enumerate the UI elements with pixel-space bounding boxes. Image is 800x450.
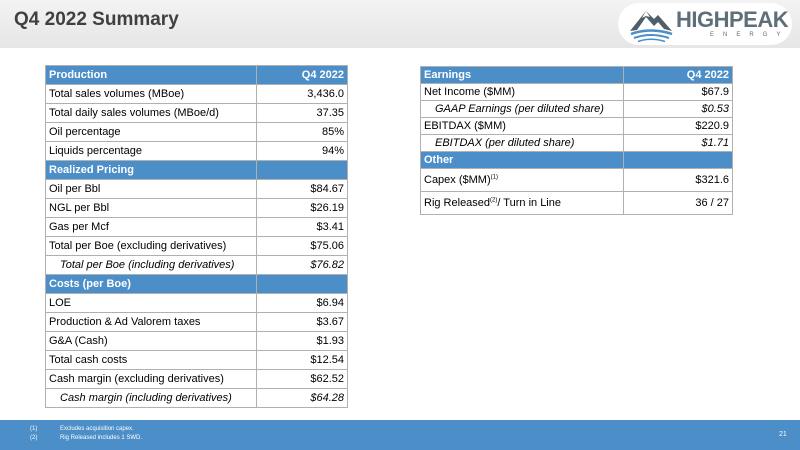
row-label: Net Income ($MM) [420,83,624,101]
table-row: Oil per Bbl $84.67 [45,179,348,199]
slide-header: Q4 2022 Summary HIGHPEAK ENERGY [0,0,800,48]
footnote-text: Rig Released includes 1 SWD. [60,435,143,441]
page-title: Q4 2022 Summary [14,9,179,30]
table-row: EBITDAX (per diluted share) $1.71 [420,134,733,152]
footnote-ref: (1) [490,174,498,181]
row-value: $0.53 [623,100,733,118]
table-row: G&A (Cash) $1.93 [45,331,348,351]
row-label: Total per Boe (including derivatives) [45,255,257,275]
table-row: EBITDAX ($MM) $220.9 [420,117,733,135]
row-label: Cash margin (including derivatives) [45,388,257,408]
other-header-row: Other [420,151,733,169]
logo-wordmark: HIGHPEAK [676,7,789,32]
row-label: Total sales volumes (MBoe) [45,84,257,104]
production-header-row: Production Q4 2022 [45,65,348,85]
row-label: Total cash costs [45,350,257,370]
earnings-header-label: Earnings [420,66,624,84]
table-row: Total per Boe (including derivatives) $76… [45,255,348,275]
table-row: LOE $6.94 [45,293,348,313]
table-row: Capex ($MM)(1) $321.6 [420,168,733,192]
footnote-number: (2) [30,435,38,441]
row-value: $64.28 [256,388,348,408]
header-blank-cell [623,151,733,169]
row-value: $76.82 [256,255,348,275]
row-label: Oil per Bbl [45,179,257,199]
earnings-summary-table: Earnings Q4 2022 Net Income ($MM) $67.9 G… [420,66,733,215]
row-value: $75.06 [256,236,348,256]
table-row: Liquids percentage 94% [45,141,348,161]
table-row: Cash margin (including derivatives) $64.2… [45,388,348,408]
header-blank-cell [256,274,348,294]
row-value: $6.94 [256,293,348,313]
slide-footer: (1) Excludes acquisition capex. (2) Rig Re… [0,420,800,450]
footnote-number: (1) [30,426,38,432]
table-row: Oil percentage 85% [45,122,348,142]
table-row: Gas per Mcf $3.41 [45,217,348,237]
row-label: Liquids percentage [45,141,257,161]
company-logo: HIGHPEAK ENERGY [618,3,792,45]
row-value: $84.67 [256,179,348,199]
row-label: GAAP Earnings (per diluted share) [420,100,624,118]
row-value: $1.71 [623,134,733,152]
footnote-ref: (2) [490,197,498,204]
mountain-logo-icon [630,11,673,43]
footnote: (1) Excludes acquisition capex. [30,426,134,432]
row-label: Oil percentage [45,122,257,142]
row-value: 94% [256,141,348,161]
rig-label-cell: Rig Released(2)/ Turn in Line [420,191,624,215]
row-label: Gas per Mcf [45,217,257,237]
table-row: NGL per Bbl $26.19 [45,198,348,218]
row-label-suffix: / Turn in Line [497,197,561,209]
production-header-label: Production [45,65,257,85]
row-value: 36 / 27 [623,191,733,215]
row-label: Total per Boe (excluding derivatives) [45,236,257,256]
table-row: Total daily sales volumes (MBoe/d) 37.35 [45,103,348,123]
logo-subtitle: ENERGY [710,32,790,38]
row-value: $3.41 [256,217,348,237]
row-label: Cash margin (excluding derivatives) [45,369,257,389]
table-row: Total sales volumes (MBoe) 3,436.0 [45,84,348,104]
costs-header-label: Costs (per Boe) [45,274,257,294]
earnings-header-period: Q4 2022 [623,66,733,84]
capex-label-cell: Capex ($MM)(1) [420,168,624,192]
row-value: $62.52 [256,369,348,389]
row-value: $220.9 [623,117,733,135]
row-value: $1.93 [256,331,348,351]
row-value: 37.35 [256,103,348,123]
table-row: Total per Boe (excluding derivatives) $75… [45,236,348,256]
table-row: GAAP Earnings (per diluted share) $0.53 [420,100,733,118]
costs-header-row: Costs (per Boe) [45,274,348,294]
earnings-header-row: Earnings Q4 2022 [420,66,733,84]
realized-pricing-header-label: Realized Pricing [45,160,257,180]
row-label: Capex ($MM) [424,174,491,186]
row-value: $12.54 [256,350,348,370]
table-row: Production & Ad Valorem taxes $3.67 [45,312,348,332]
header-blank-cell [256,160,348,180]
row-label: LOE [45,293,257,313]
table-row: Cash margin (excluding derivatives) $62.5… [45,369,348,389]
row-label: EBITDAX ($MM) [420,117,624,135]
row-value: 85% [256,122,348,142]
row-value: $3.67 [256,312,348,332]
footnote-text: Excludes acquisition capex. [60,426,134,432]
row-value: $321.6 [623,168,733,192]
table-row: Net Income ($MM) $67.9 [420,83,733,101]
page-number: 21 [779,431,787,438]
row-label: Total daily sales volumes (MBoe/d) [45,103,257,123]
realized-pricing-header-row: Realized Pricing [45,160,348,180]
row-value: $26.19 [256,198,348,218]
row-label: Production & Ad Valorem taxes [45,312,257,332]
table-row: Total cash costs $12.54 [45,350,348,370]
production-header-period: Q4 2022 [256,65,348,85]
production-summary-table: Production Q4 2022 Total sales volumes (… [45,65,348,408]
table-row: Rig Released(2)/ Turn in Line 36 / 27 [420,191,733,215]
row-label: G&A (Cash) [45,331,257,351]
row-label: Rig Released [424,197,491,209]
row-label: NGL per Bbl [45,198,257,218]
row-label: EBITDAX (per diluted share) [420,134,624,152]
footnote: (2) Rig Released includes 1 SWD. [30,435,142,441]
other-header-label: Other [420,151,624,169]
row-value: $67.9 [623,83,733,101]
row-value: 3,436.0 [256,84,348,104]
